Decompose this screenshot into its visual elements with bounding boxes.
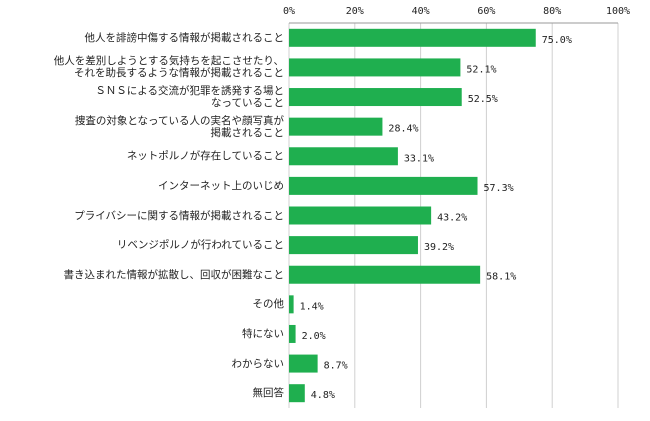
bar xyxy=(289,354,318,373)
bar xyxy=(289,384,305,403)
category-label: 他人を誹謗中傷する情報が掲載されること xyxy=(84,31,285,44)
category-label: 捜査の対象となっている人の実名や顔写真が 掲載されること xyxy=(74,114,284,139)
x-tick-label: 100% xyxy=(606,6,630,17)
value-label: 39.2% xyxy=(424,242,454,253)
value-label: 57.3% xyxy=(484,183,514,194)
value-label: 58.1% xyxy=(486,272,516,283)
category-label: 他人を差別しようとする気持ちを起こさせたり、 それを助長するような情報が掲載され… xyxy=(53,55,284,80)
value-label: 28.4% xyxy=(388,124,418,135)
value-label: 43.2% xyxy=(437,213,467,224)
x-tick-label: 60% xyxy=(477,6,495,17)
x-tick-label: 0% xyxy=(283,6,295,17)
bar xyxy=(289,265,481,284)
x-tick-label: 20% xyxy=(346,6,364,17)
x-tick-label: 40% xyxy=(412,6,430,17)
value-label: 1.4% xyxy=(300,301,324,312)
bar xyxy=(289,58,461,77)
category-label: 特にない xyxy=(242,327,284,340)
value-label: 75.0% xyxy=(542,35,572,46)
category-label: リベンジポルノが行われていること xyxy=(116,239,284,252)
category-label: インターネット上のいじめ xyxy=(158,179,284,192)
bar xyxy=(289,88,462,107)
category-label: プライバシーに関する情報が掲載されること xyxy=(74,209,284,222)
value-label: 52.1% xyxy=(466,64,496,75)
value-label: 4.8% xyxy=(311,390,335,401)
bar xyxy=(289,147,398,166)
category-label: 無回答 xyxy=(252,387,285,400)
value-label: 33.1% xyxy=(404,153,434,164)
value-label: 2.0% xyxy=(302,331,326,342)
bar xyxy=(289,295,294,314)
bar xyxy=(289,176,478,195)
bar xyxy=(289,236,418,255)
x-tick-label: 80% xyxy=(543,6,561,17)
category-label: その他 xyxy=(252,298,285,311)
category-label: 書き込まれた情報が拡散し、回収が困難なこと xyxy=(63,268,285,281)
bar xyxy=(289,28,536,47)
bar xyxy=(289,324,296,343)
category-label: わからない xyxy=(231,357,285,370)
bar xyxy=(289,206,432,225)
category-label: ＳＮＳによる交流が犯罪を誘発する場と なっていること xyxy=(95,85,284,110)
value-label: 52.5% xyxy=(468,94,498,105)
category-label: ネットポルノが存在していること xyxy=(126,150,284,163)
bar xyxy=(289,117,383,136)
value-label: 8.7% xyxy=(324,361,348,372)
